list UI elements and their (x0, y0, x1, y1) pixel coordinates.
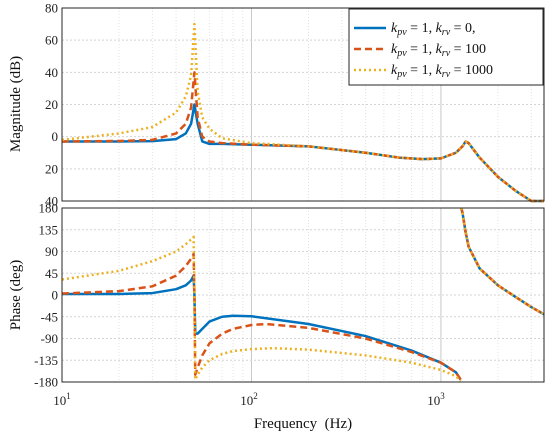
magnitude-y-tick-label: 0 (52, 129, 59, 144)
legend-entry-krv-0: kpv = 1, krv = 0, (391, 21, 476, 38)
magnitude-y-tick-label: 20 (45, 97, 58, 112)
x-tick-label-1e1: 101 (53, 391, 71, 408)
magnitude-y-tick-label: 40 (45, 65, 58, 80)
phase-axes-box (61, 207, 545, 383)
legend-entry-krv-100: kpv = 1, krv = 100 (391, 42, 486, 59)
magnitude-y-axis-label: Magnitude (dB) (8, 56, 24, 152)
x-tick-labels: 101 102 103 (53, 391, 445, 408)
phase-y-tick-label: 45 (45, 266, 58, 281)
magnitude-series-group (61, 22, 544, 203)
phase-panel: -180 -135 -90 -45 0 45 90 135 180 Phase (deg) (8, 201, 545, 390)
magnitude-series-line-2 (61, 22, 544, 203)
phase-y-tick-label: 90 (45, 244, 58, 259)
legend-entry-krv-1000: kpv = 1, krv = 1000 (391, 63, 493, 80)
phase-y-tick-label: 135 (39, 222, 59, 237)
phase-y-tick-label: -45 (41, 309, 58, 324)
x-axis-label: Frequency (Hz) (254, 416, 352, 432)
phase-y-axis-label: Phase (deg) (8, 260, 24, 330)
phase-series-group (61, 207, 545, 382)
x-tick-label-1e3: 103 (427, 391, 445, 408)
phase-y-tick-labels: -180 -135 -90 -45 0 45 90 135 180 (34, 201, 58, 390)
legend-box (348, 8, 544, 86)
phase-y-tick-label: 180 (39, 201, 59, 216)
magnitude-y-tick-label: 40 (45, 194, 58, 209)
magnitude-series-line-0 (62, 103, 544, 203)
phase-y-tick-label: -90 (41, 331, 58, 346)
phase-series-line-2 (61, 207, 545, 382)
magnitude-axes-box (61, 7, 545, 202)
phase-y-tick-label: -135 (34, 353, 58, 368)
legend: kpv = 1, krv = 0, kpv = 1, krv = 100 kpv… (348, 8, 544, 86)
magnitude-y-tick-label: 20 (45, 161, 58, 176)
x-tick-label-1e2: 102 (240, 391, 258, 408)
magnitude-y-tick-label: 80 (45, 1, 58, 16)
phase-y-tick-label: 0 (52, 288, 59, 303)
magnitude-y-tick-label: 60 (45, 33, 58, 48)
magnitude-y-tick-labels: 40 20 0 20 40 60 80 (45, 1, 58, 209)
phase-y-tick-label: -180 (34, 375, 58, 390)
